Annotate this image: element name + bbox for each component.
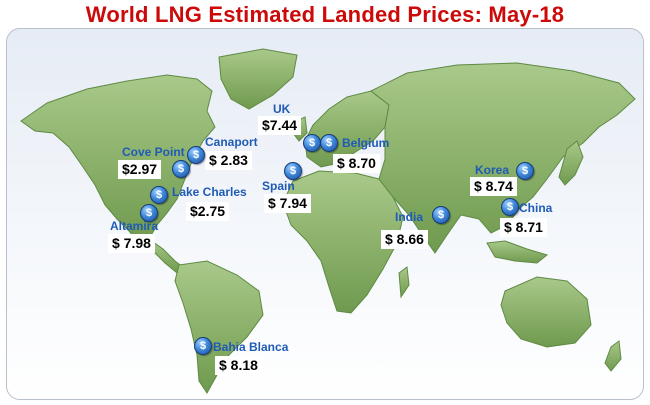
asia-landmass (370, 62, 636, 254)
korea-label: Korea (475, 163, 510, 177)
india-price: $ 8.66 (381, 230, 428, 249)
bahia-blanca-price: $ 8.18 (215, 356, 262, 375)
lake-charles-dollar-icon[interactable]: $ (150, 186, 168, 204)
canaport-price: $ 2.83 (205, 151, 252, 170)
spain-label: Spain (262, 179, 295, 193)
uk-dollar-icon[interactable]: $ (303, 134, 321, 152)
bahia-blanca-label: Bahia Blanca (213, 340, 289, 354)
belgium-dollar-icon[interactable]: $ (320, 134, 338, 152)
uk-label: UK (273, 102, 291, 116)
madagascar-landmass (398, 266, 410, 299)
korea-dollar-icon[interactable]: $ (516, 162, 534, 180)
spain-price: $ 7.94 (264, 194, 311, 213)
japan-landmass (558, 140, 584, 186)
southeast-asia-islands (486, 240, 549, 264)
altamira-dollar-icon[interactable]: $ (140, 204, 158, 222)
altamira-label: Altamira (110, 219, 159, 233)
cove-point-label: Cove Point (122, 145, 185, 159)
page-title: World LNG Estimated Landed Prices: May-1… (85, 2, 565, 27)
south-america-landmass (174, 260, 264, 394)
altamira-price: $ 7.98 (108, 234, 155, 253)
new-zealand-landmass (604, 340, 622, 372)
china-price: $ 8.71 (500, 218, 547, 237)
belgium-label: Belgium (342, 136, 390, 150)
china-dollar-icon[interactable]: $ (501, 198, 519, 216)
north-america-landmass (20, 74, 216, 244)
spain-dollar-icon[interactable]: $ (284, 162, 302, 180)
china-label: China (519, 201, 553, 215)
canaport-label: Canaport (205, 135, 258, 149)
lake-charles-price: $2.75 (186, 202, 230, 221)
cove-point-dollar-icon[interactable]: $ (172, 160, 190, 178)
australia-landmass (500, 276, 592, 348)
belgium-price: $ 8.70 (333, 154, 380, 173)
india-label: India (395, 210, 424, 224)
lake-charles-label: Lake Charles (172, 185, 247, 199)
india-dollar-icon[interactable]: $ (432, 206, 450, 224)
cove-point-price: $2.97 (118, 160, 162, 179)
korea-price: $ 8.74 (470, 177, 517, 196)
africa-landmass (282, 170, 404, 314)
bahia-blanca-dollar-icon[interactable]: $ (194, 337, 212, 355)
canaport-dollar-icon[interactable]: $ (187, 146, 205, 164)
greenland-landmass (218, 48, 298, 110)
uk-price: $7.44 (258, 116, 302, 135)
